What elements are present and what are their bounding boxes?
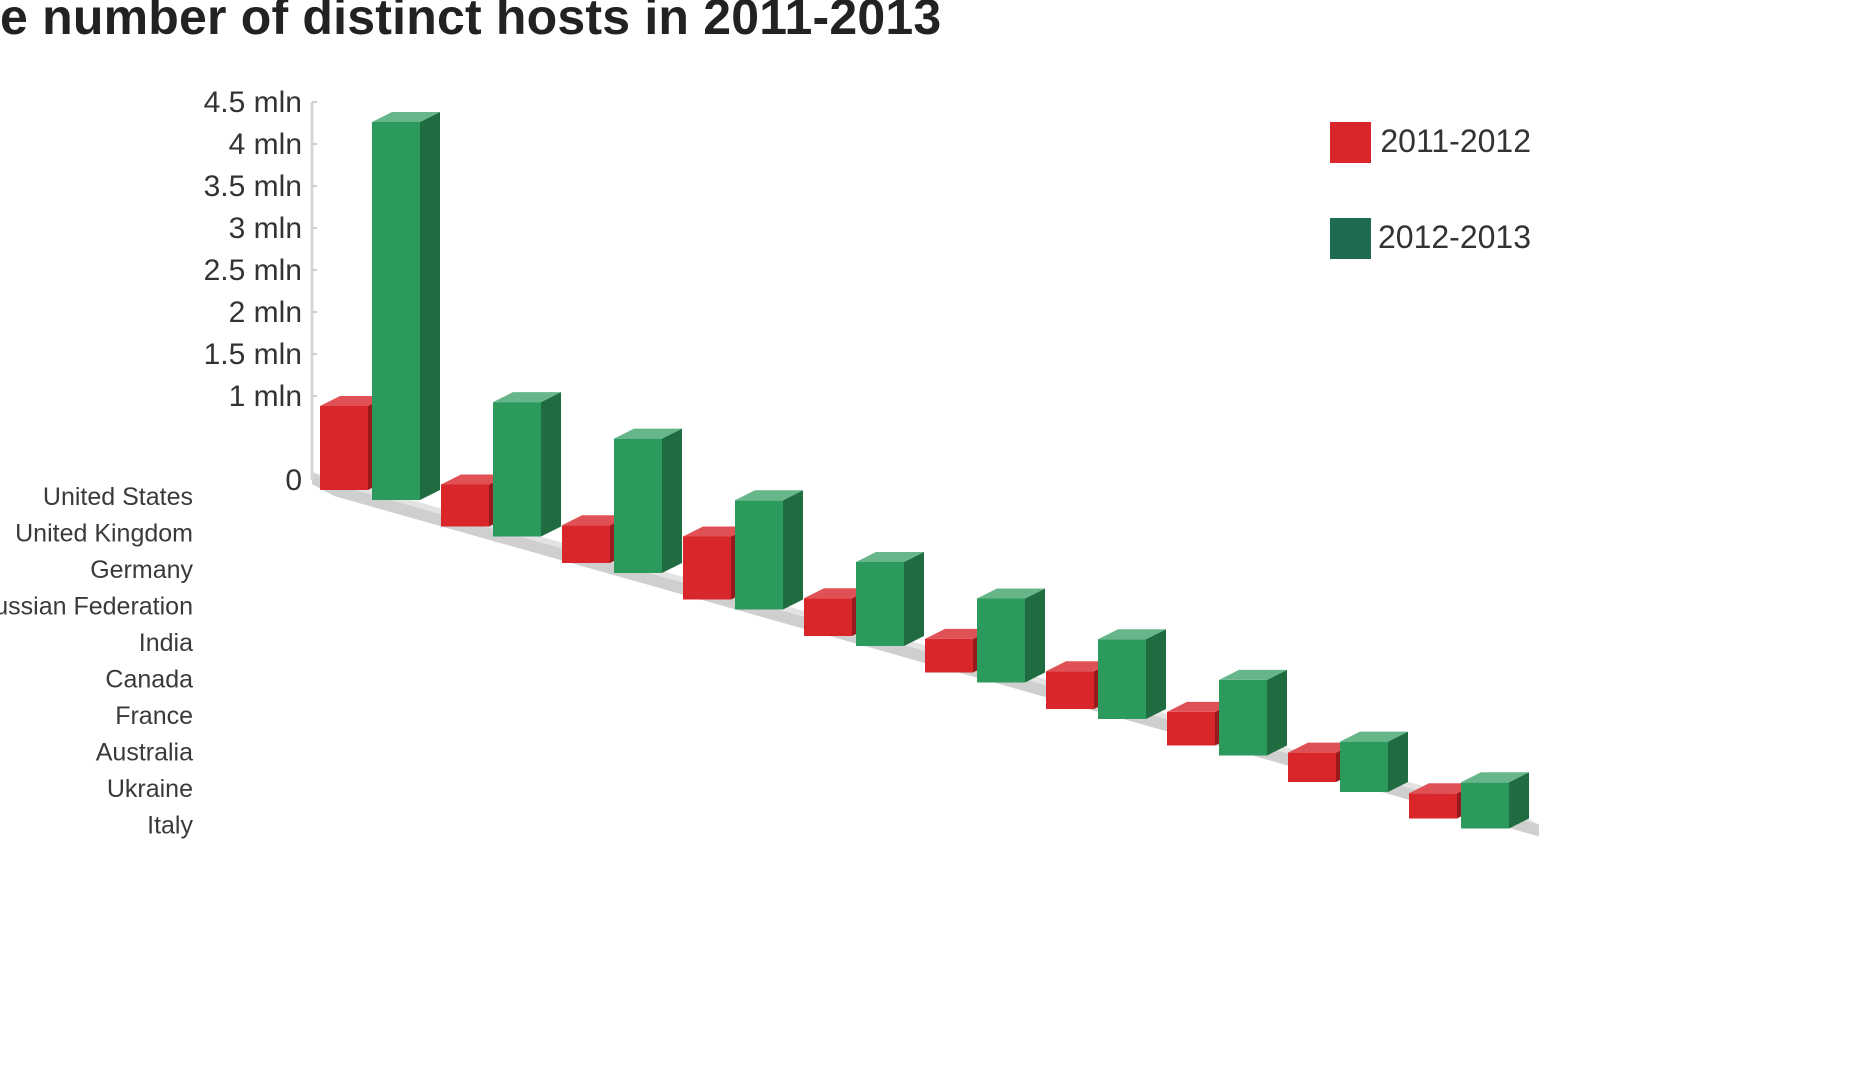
bar-series2[interactable] bbox=[372, 112, 440, 500]
bar-top-face bbox=[683, 526, 751, 537]
bar-side-face bbox=[783, 490, 803, 610]
bar-top-face bbox=[977, 588, 1045, 599]
bar-front-face bbox=[614, 438, 662, 573]
bar-series2[interactable] bbox=[1461, 772, 1529, 829]
bar-top-face bbox=[562, 515, 630, 526]
bar-side-face bbox=[662, 428, 682, 573]
bar-top-face bbox=[1219, 669, 1287, 680]
bar-series2[interactable] bbox=[856, 552, 924, 646]
category-label: United Kingdom bbox=[15, 520, 193, 548]
bar-front-face bbox=[804, 598, 852, 636]
bar-series2[interactable] bbox=[977, 588, 1045, 683]
category-label: Russian Federation bbox=[0, 593, 193, 621]
bar-side-face bbox=[541, 392, 561, 537]
bar-top-face bbox=[372, 112, 440, 122]
y-tick-label: 1 mln bbox=[229, 380, 302, 413]
category-label: Ukraine bbox=[107, 775, 193, 803]
bar-top-face bbox=[614, 428, 682, 439]
bar-series2[interactable] bbox=[735, 490, 803, 610]
bar-front-face bbox=[1098, 639, 1146, 719]
bar-front-face bbox=[977, 598, 1025, 683]
bar-front-face bbox=[856, 562, 904, 646]
bar-top-face bbox=[1098, 629, 1166, 640]
bar-front-face bbox=[372, 122, 420, 500]
bars bbox=[320, 112, 1529, 829]
bar-front-face bbox=[925, 638, 973, 673]
bar-top-face bbox=[441, 474, 509, 485]
bar-side-face bbox=[904, 552, 924, 646]
bar-front-face bbox=[735, 500, 783, 610]
bar-top-face bbox=[320, 396, 388, 406]
category-label: Australia bbox=[96, 739, 193, 767]
bar-side-face bbox=[1388, 731, 1408, 792]
legend[interactable]: 2011-2012 2012-2013 bbox=[1330, 122, 1531, 259]
bar-series2[interactable] bbox=[1219, 669, 1287, 756]
bar-top-face bbox=[1461, 772, 1529, 783]
y-axis: 0 1 mln 1.5 mln 2 mln 2.5 mln 3 mln 3.5 mln 4 m… bbox=[204, 86, 317, 497]
y-tick-label: 1.5 mln bbox=[204, 338, 302, 371]
category-label: France bbox=[115, 702, 193, 730]
bar-side-face bbox=[1025, 588, 1045, 683]
bar-front-face bbox=[1461, 782, 1509, 829]
y-tick-label: 2 mln bbox=[229, 296, 302, 329]
bar-series2[interactable] bbox=[1098, 629, 1166, 719]
bar-front-face bbox=[1340, 741, 1388, 792]
bar-front-face bbox=[562, 525, 610, 563]
legend-label[interactable]: 2012-2013 bbox=[1378, 219, 1531, 255]
category-axis: United States United Kingdom Germany Russia… bbox=[0, 483, 1421, 840]
bar-side-face bbox=[1267, 669, 1287, 756]
bar-front-face bbox=[441, 484, 489, 527]
bar-front-face bbox=[1288, 752, 1336, 782]
bar-side-face bbox=[1509, 772, 1529, 829]
chart-title: e number of distinct hosts in 2011-2013 bbox=[0, 0, 942, 45]
bar-front-face bbox=[1167, 711, 1215, 746]
y-tick-label: 4 mln bbox=[229, 128, 302, 161]
category-label: Italy bbox=[147, 812, 193, 840]
bar-front-face bbox=[1219, 679, 1267, 756]
bar-series2[interactable] bbox=[614, 428, 682, 573]
bar-front-face bbox=[1409, 793, 1457, 819]
bar-top-face bbox=[925, 628, 993, 639]
category-label: Canada bbox=[105, 666, 193, 694]
legend-swatch[interactable] bbox=[1330, 122, 1371, 163]
bar-front-face bbox=[683, 536, 731, 600]
bar-top-face bbox=[804, 588, 872, 599]
category-label: United States bbox=[43, 483, 193, 511]
bar-top-face bbox=[493, 392, 561, 403]
category-label: India bbox=[139, 629, 193, 657]
bar-front-face bbox=[320, 406, 368, 490]
bar-front-face bbox=[1046, 671, 1094, 709]
category-label: Germany bbox=[90, 556, 193, 584]
legend-swatch[interactable] bbox=[1330, 218, 1371, 259]
bar-top-face bbox=[1409, 783, 1477, 794]
y-tick-label: 3.5 mln bbox=[204, 170, 302, 203]
bar-top-face bbox=[856, 552, 924, 562]
bar-top-face bbox=[1340, 731, 1408, 742]
bar-top-face bbox=[735, 490, 803, 501]
bar-side-face bbox=[1146, 629, 1166, 719]
bar-series2[interactable] bbox=[493, 392, 561, 537]
bar-top-face bbox=[1288, 742, 1356, 753]
y-tick-label: 2.5 mln bbox=[204, 254, 302, 287]
bar-front-face bbox=[493, 402, 541, 537]
y-tick-label: 0 bbox=[285, 464, 302, 497]
bar-top-face bbox=[1046, 661, 1114, 672]
bar-series2[interactable] bbox=[1340, 731, 1408, 792]
bar-side-face bbox=[420, 112, 440, 500]
bar-top-face bbox=[1167, 701, 1235, 712]
legend-label[interactable]: 2011-2012 bbox=[1380, 123, 1531, 159]
y-tick-label: 3 mln bbox=[229, 212, 302, 245]
y-tick-label: 4.5 mln bbox=[204, 86, 302, 119]
